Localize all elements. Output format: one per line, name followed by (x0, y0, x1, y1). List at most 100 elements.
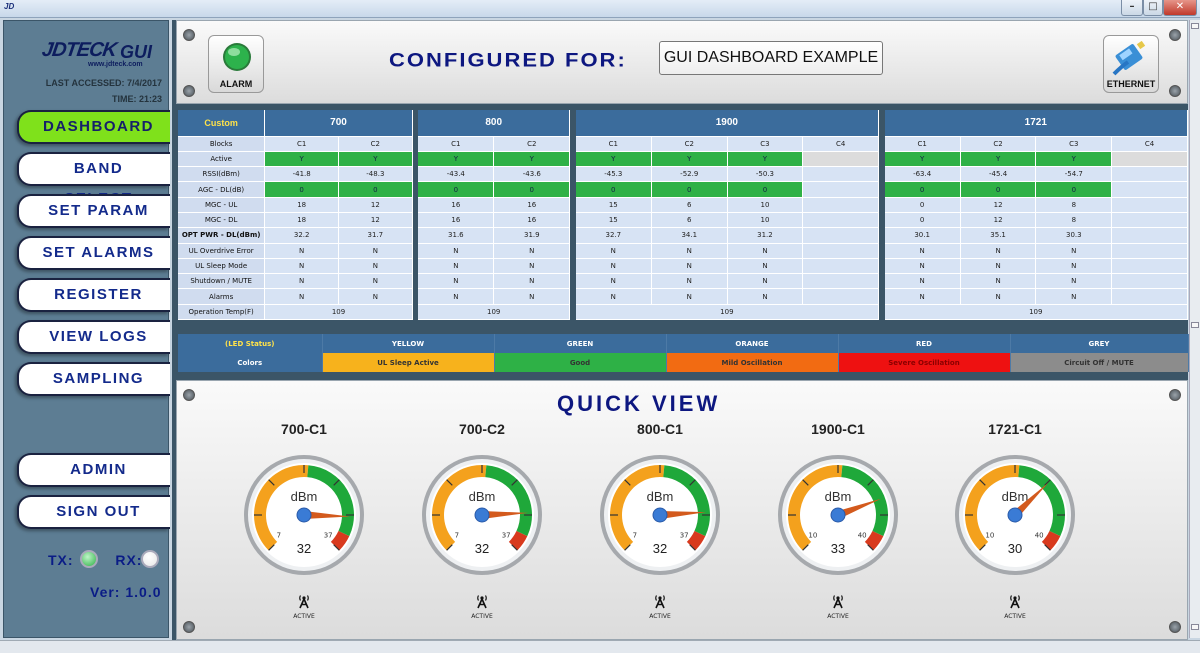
gauge-tick (268, 544, 275, 551)
row-label: Shutdown / MUTE (178, 273, 266, 290)
nav-register[interactable]: REGISTER (17, 278, 170, 312)
nav-sampling[interactable]: SAMPLING (17, 362, 170, 396)
table-cell: N (338, 258, 413, 275)
table-cell: 0 (1035, 181, 1113, 198)
nav-admin[interactable]: ADMIN (17, 453, 170, 487)
table-cell: N (960, 288, 1037, 305)
legend-swatch-green: Good (494, 353, 667, 372)
table-cell: 18 (264, 197, 339, 213)
table-cell: N (493, 273, 571, 290)
gauge-tick (333, 544, 340, 551)
legend-name: GREEN (494, 334, 667, 353)
vertical-scrollbar[interactable] (1189, 20, 1200, 638)
row-label: OPT PWR - DL(dBm) (178, 227, 266, 244)
nav-label: SIGN OUT (56, 503, 141, 520)
table-row: Alarms N N N N N N N N N N (178, 288, 1188, 305)
gauge-band-orange (610, 465, 665, 551)
table-cell: -63.4 (884, 166, 961, 183)
gauge-tick (446, 544, 453, 551)
gauge-title: 800-C1 (637, 421, 683, 437)
table-cell: Y (727, 151, 804, 168)
gauge-tick (689, 544, 696, 551)
nav-label: DASHBOARD (43, 118, 154, 135)
ethernet-indicator[interactable]: ETHERNET (1103, 35, 1159, 93)
gauge-800-c1[interactable]: 800-C1 dBm 7 37 32 ACTIVE (595, 421, 725, 631)
table-cell: N (727, 288, 804, 305)
gauge-min-label: 10 (808, 531, 817, 539)
last-time: TIME: 21:23 (111, 94, 162, 104)
antenna-icon (239, 593, 369, 614)
table-cell: N (1035, 258, 1113, 275)
band-divider (412, 212, 419, 228)
block-header: C2 (338, 136, 413, 152)
table-row: OPT PWR - DL(dBm) 32.2 31.7 31.6 31.9 32.7 34.… (178, 227, 1188, 244)
row-label: Active (178, 151, 266, 168)
configured-value: GUI DASHBOARD EXAMPLE (659, 41, 883, 75)
gauge-unit: dBm (469, 489, 496, 504)
minimize-button[interactable]: – (1121, 0, 1143, 16)
block-header: C1 (418, 136, 495, 152)
table-cell: -45.4 (960, 166, 1037, 183)
table-cell: 0 (651, 181, 728, 198)
band-divider (412, 151, 419, 167)
row-label: AGC - DL(dB) (178, 181, 266, 198)
nav-view-logs[interactable]: VIEW LOGS (17, 320, 170, 354)
table-cell (1111, 243, 1188, 259)
gauge-700-c1[interactable]: 700-C1 dBm 7 37 32 ACTIVE (239, 421, 369, 631)
nav-dashboard[interactable]: DASHBOARD (17, 110, 170, 144)
row-label: UL Overdrive Error (178, 243, 266, 259)
screw-icon (183, 389, 195, 401)
gauge-band-green (663, 465, 710, 537)
antenna-icon (595, 593, 725, 614)
gauge-700-c2[interactable]: 700-C2 dBm 7 37 32 ACTIVE (417, 421, 547, 631)
legend-swatch-red: Severe Oscillation (838, 353, 1011, 372)
nav-band-select[interactable]: BAND SELECT (17, 152, 170, 207)
gauge-band-orange (788, 465, 843, 551)
gauge-tick (1044, 479, 1051, 486)
antenna-icon (773, 593, 903, 614)
block-header: C1 (264, 136, 339, 152)
gauge-hub (830, 507, 846, 523)
scroll-thumb[interactable] (1191, 322, 1199, 328)
nav-set-alarms[interactable]: SET ALARMS (17, 236, 170, 270)
close-button[interactable]: ✕ (1163, 0, 1197, 16)
nav-sign-out[interactable]: SIGN OUT (17, 495, 170, 529)
maximize-button[interactable]: □ (1143, 0, 1163, 16)
row-label: Alarms (178, 288, 266, 305)
alarm-indicator[interactable]: ALARM (208, 35, 264, 93)
table-cell: 10 (727, 212, 804, 229)
table-cell (802, 243, 879, 259)
table-cell: N (651, 288, 728, 305)
legend-name: ORANGE (666, 334, 839, 353)
gauge-needle (481, 511, 528, 519)
scroll-down-icon[interactable] (1191, 624, 1199, 630)
table-cell: 0 (338, 181, 413, 198)
gauge-hub (296, 507, 312, 523)
band-divider (878, 136, 885, 152)
table-cell: 0 (493, 181, 571, 198)
antenna-icon (950, 593, 1080, 614)
band-divider (412, 304, 419, 320)
gauge-1900-c1[interactable]: 1900-C1 dBm 10 40 33 ACTIVE (773, 421, 903, 631)
scroll-up-icon[interactable] (1191, 23, 1199, 29)
gauge-value: 32 (653, 541, 667, 556)
table-cell: -48.3 (338, 166, 413, 183)
table-row: MGC - UL 18 12 16 16 15 6 10 0 12 8 (178, 197, 1188, 213)
gauge-hub (652, 507, 668, 523)
table-cell (1111, 288, 1188, 305)
table-cell: 12 (338, 197, 413, 213)
band-divider (412, 227, 419, 244)
band-divider (412, 110, 419, 136)
table-cell: N (493, 243, 571, 259)
table-cell: Y (418, 151, 495, 168)
gauge-1721-c1[interactable]: 1721-C1 dBm 10 40 30 ACTIVE (950, 421, 1080, 631)
table-cell: N (264, 288, 339, 305)
gauge-dial: dBm 10 40 33 (778, 455, 898, 575)
table-cell: N (418, 288, 495, 305)
table-cell: N (884, 273, 961, 290)
table-cell: -41.8 (264, 166, 339, 183)
band-divider (569, 258, 576, 274)
table-cell: 0 (264, 181, 339, 198)
nav-set-param[interactable]: SET PARAM (17, 194, 170, 228)
rx-led-icon (141, 550, 159, 568)
